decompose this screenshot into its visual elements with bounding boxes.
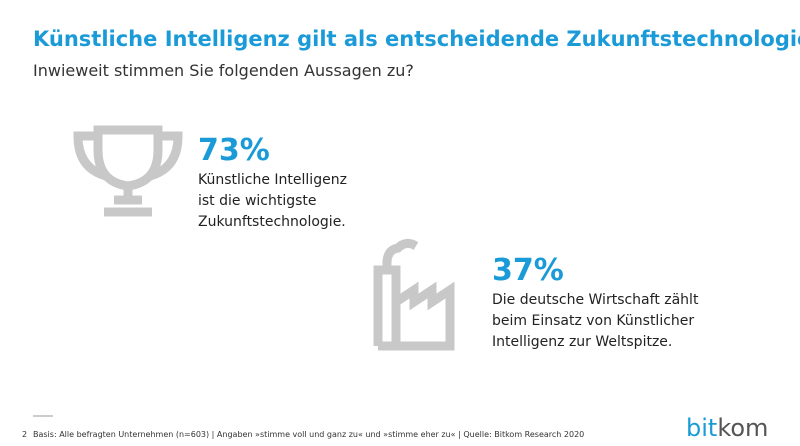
stat-text: ist die wichtigste bbox=[198, 193, 317, 209]
stat-text: Die deutsche Wirtschaft zählt bbox=[492, 292, 699, 308]
subtitle: Inwieweit stimmen Sie folgenden Aussagen… bbox=[33, 61, 414, 80]
stat-text: Zukunftstechnologie. bbox=[198, 214, 346, 230]
factory-icon bbox=[373, 238, 455, 351]
stat-text: Künstliche Intelligenz bbox=[198, 172, 347, 188]
page-number: 2 bbox=[22, 430, 27, 439]
stat-text: Intelligenz zur Weltspitze. bbox=[492, 334, 672, 350]
logo-part: kom bbox=[717, 414, 768, 442]
logo-part: bit bbox=[686, 414, 717, 442]
stats: 73% Künstliche Intelligenz ist die wichtig… bbox=[198, 133, 699, 350]
title: Künstliche Intelligenz gilt als entschei… bbox=[33, 27, 800, 51]
trophy-icon bbox=[73, 125, 183, 217]
logo: bitkom bbox=[686, 414, 768, 442]
stat-value: 73% bbox=[198, 133, 270, 168]
stat-value: 37% bbox=[492, 253, 564, 288]
stat-text: beim Einsatz von Künstlicher bbox=[492, 313, 694, 329]
source-note: Basis: Alle befragten Unternehmen (n=603… bbox=[33, 430, 584, 439]
